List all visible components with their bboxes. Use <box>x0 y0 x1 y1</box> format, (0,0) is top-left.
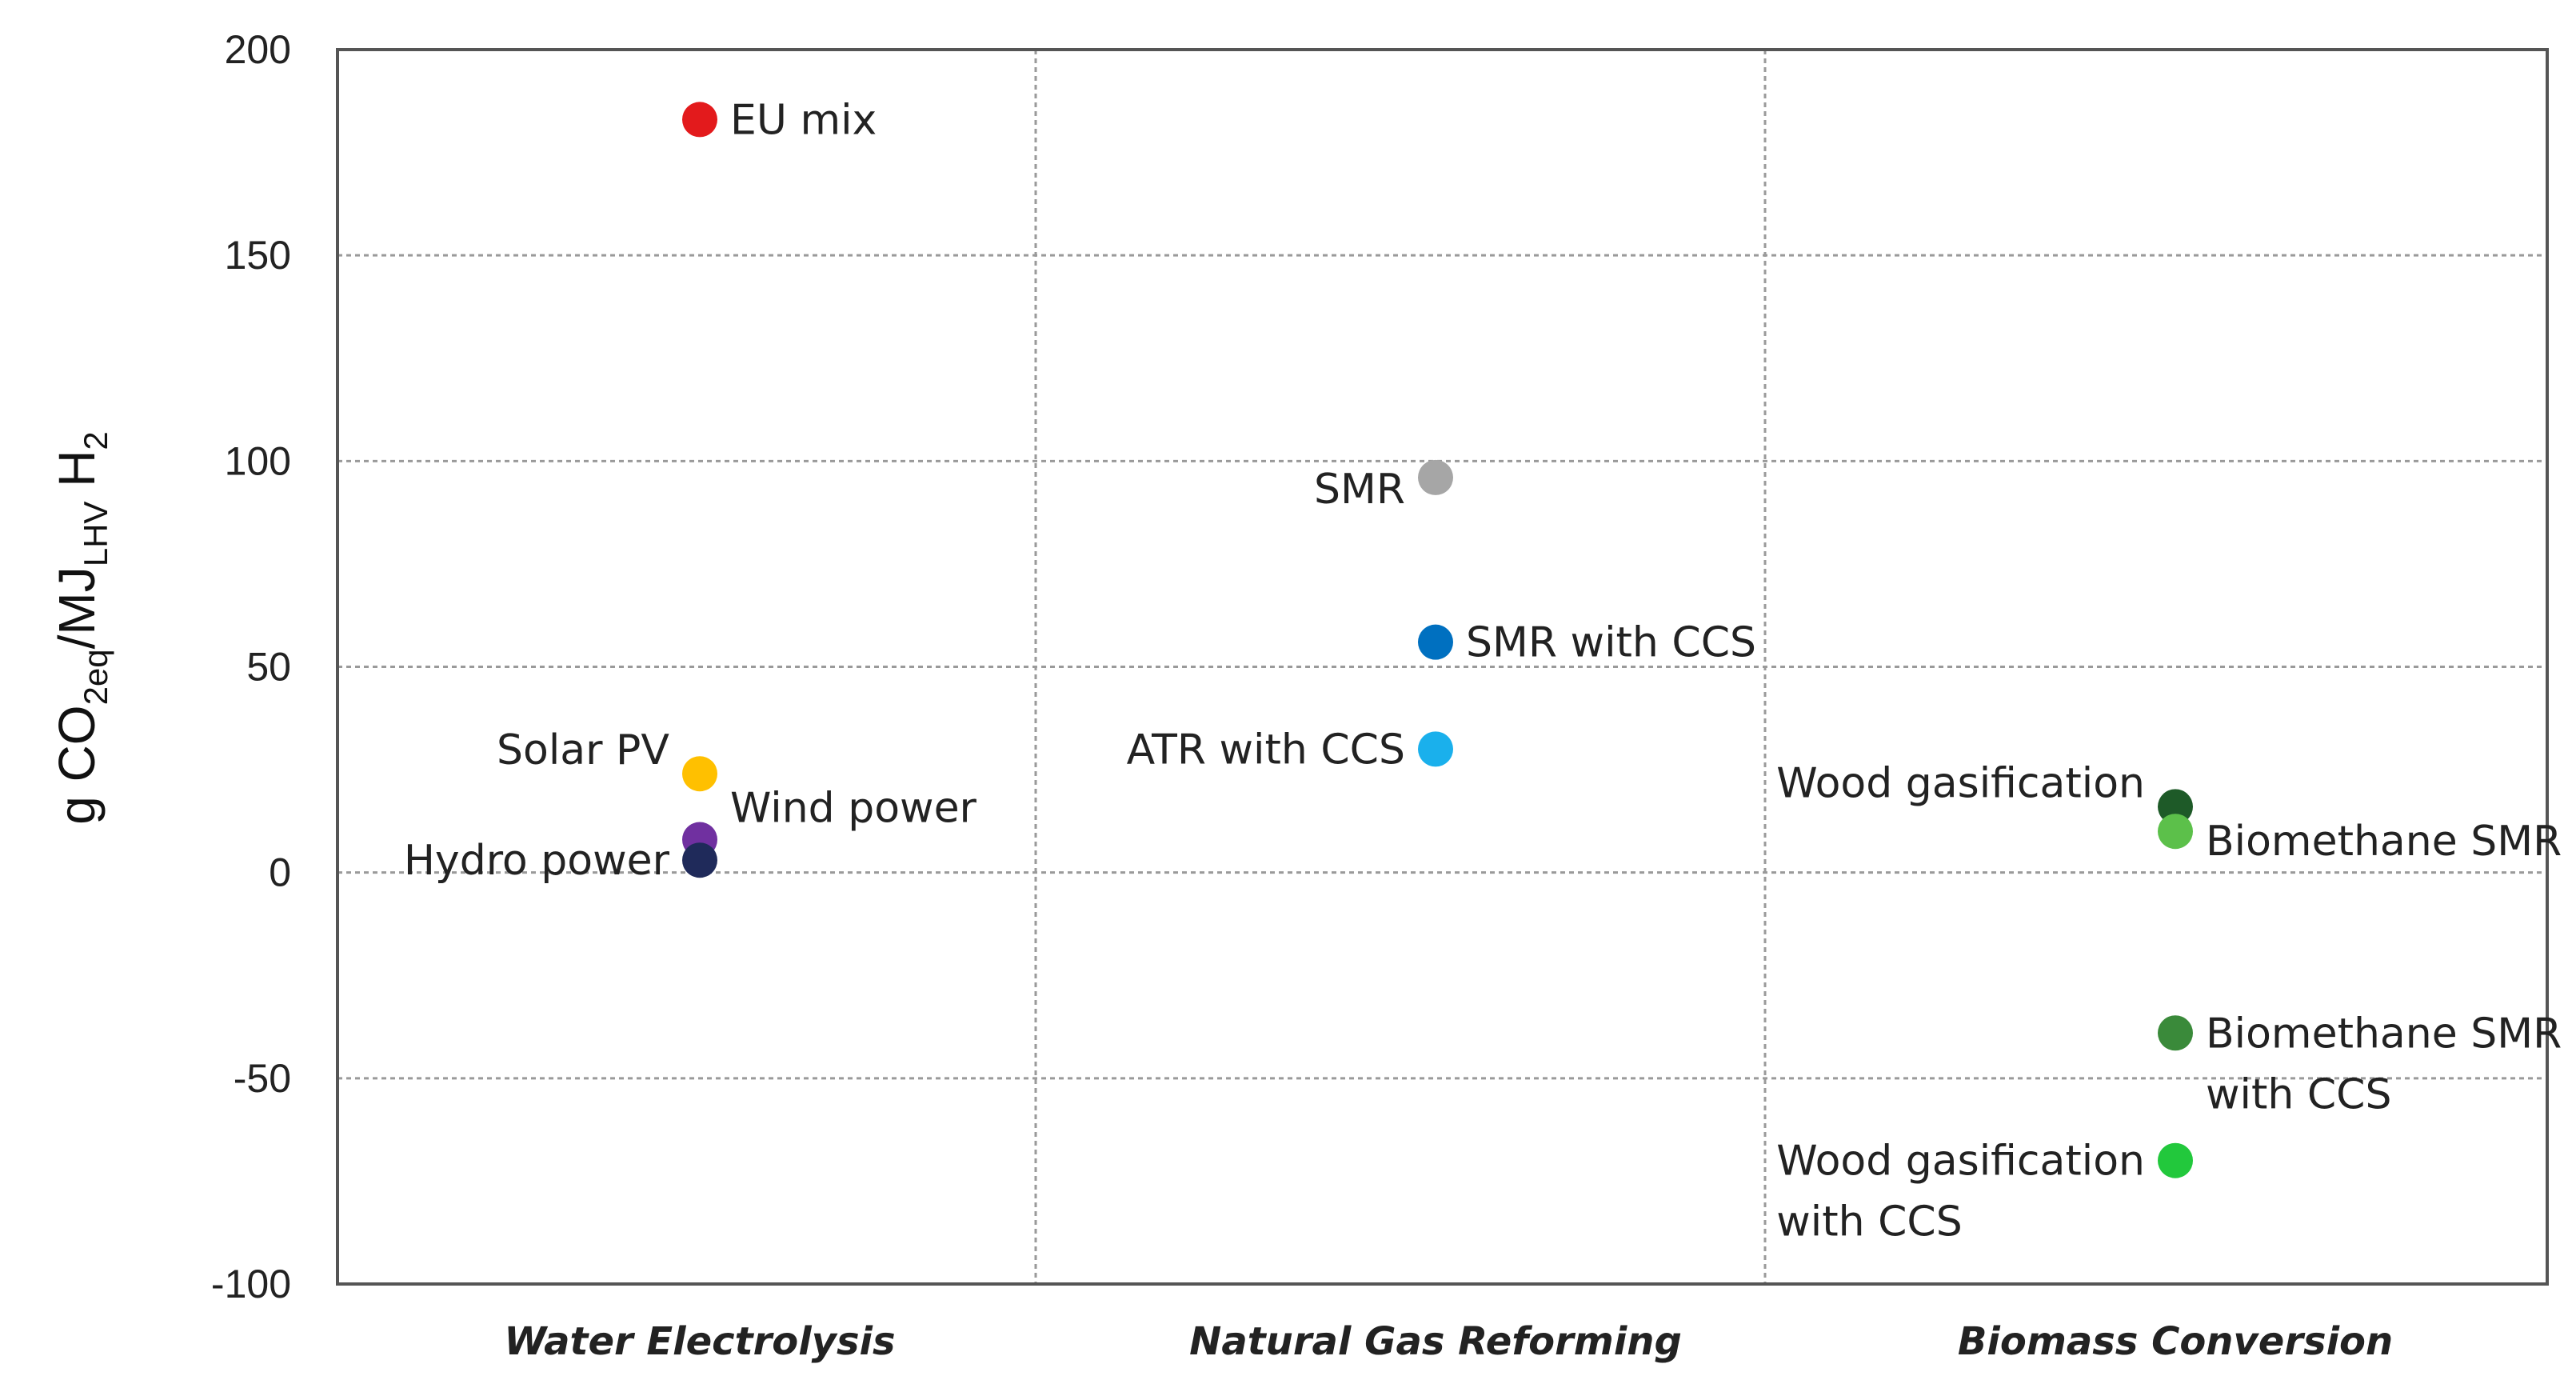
data-point-label-line: Biomethane SMR <box>2206 1010 2562 1058</box>
data-point <box>1418 459 1453 495</box>
y-axis-label: g CO2eq/MJLHV H2 <box>48 431 114 825</box>
data-point-label: ATR with CCS <box>1127 726 1405 774</box>
data-point <box>682 756 717 792</box>
data-point <box>2158 1015 2193 1051</box>
data-point-label: Biomethane SMR <box>2206 818 2562 866</box>
data-point-label: EU mix <box>730 96 877 144</box>
data-point-label: Solar PV <box>497 726 669 774</box>
y-tick-label: 50 <box>246 645 291 690</box>
point-labels: EU mix Solar PV Wind power Hydro power SMR SM… <box>404 96 2562 1246</box>
data-point-label-line: SMR <box>1314 466 1405 514</box>
data-point-label: Wood gasification <box>1776 759 2145 807</box>
category-label: Water Electrolysis <box>504 1319 895 1364</box>
data-point-label: Wind power <box>730 785 977 833</box>
data-points <box>682 102 2193 1178</box>
y-tick-label: 200 <box>225 27 291 72</box>
data-point <box>1418 624 1453 660</box>
y-tick-label: -100 <box>211 1262 291 1306</box>
plot-frame <box>336 48 2549 1286</box>
data-point-label: SMR <box>1314 466 1405 514</box>
data-point-label-line: ATR with CCS <box>1127 726 1405 774</box>
plot-border <box>336 48 2549 1286</box>
data-point-label-line: EU mix <box>730 96 877 144</box>
y-tick-label: 150 <box>225 233 291 278</box>
y-tick-labels: 200 150 100 50 0 -50 -100 <box>211 27 291 1306</box>
y-tick-label: -50 <box>234 1056 291 1101</box>
category-label: Natural Gas Reforming <box>1189 1319 1682 1364</box>
data-point-label-line: Hydro power <box>404 837 670 885</box>
data-point-label-line: Solar PV <box>497 726 669 774</box>
data-point <box>2158 814 2193 850</box>
data-point-label: Wood gasification with CCS <box>1776 1138 2145 1246</box>
data-point-label-line: SMR with CCS <box>1466 619 1756 667</box>
y-tick-label: 100 <box>225 438 291 483</box>
data-point <box>1418 731 1453 767</box>
data-point-label: SMR with CCS <box>1466 619 1756 667</box>
data-point-label-line: Wood gasification <box>1776 1138 2145 1186</box>
data-point <box>2158 789 2193 825</box>
data-point-label-line: Wind power <box>730 785 977 833</box>
data-point <box>682 102 717 138</box>
grid-layer <box>337 50 2547 1284</box>
data-point-label: Hydro power <box>404 837 670 885</box>
data-point <box>682 842 717 878</box>
data-point <box>2158 1142 2193 1178</box>
category-labels: Water Electrolysis Natural Gas Reforming B… <box>504 1319 2393 1364</box>
y-tick-label: 0 <box>269 850 291 895</box>
data-point-label: Biomethane SMR with CCS <box>2206 1010 2562 1118</box>
data-point-label-line: Biomethane SMR <box>2206 818 2562 866</box>
category-label: Biomass Conversion <box>1958 1319 2393 1364</box>
data-point-label-line: with CCS <box>2206 1070 2391 1118</box>
data-point-label-line: with CCS <box>1776 1198 1962 1246</box>
data-point-label-line: Wood gasification <box>1776 759 2145 807</box>
